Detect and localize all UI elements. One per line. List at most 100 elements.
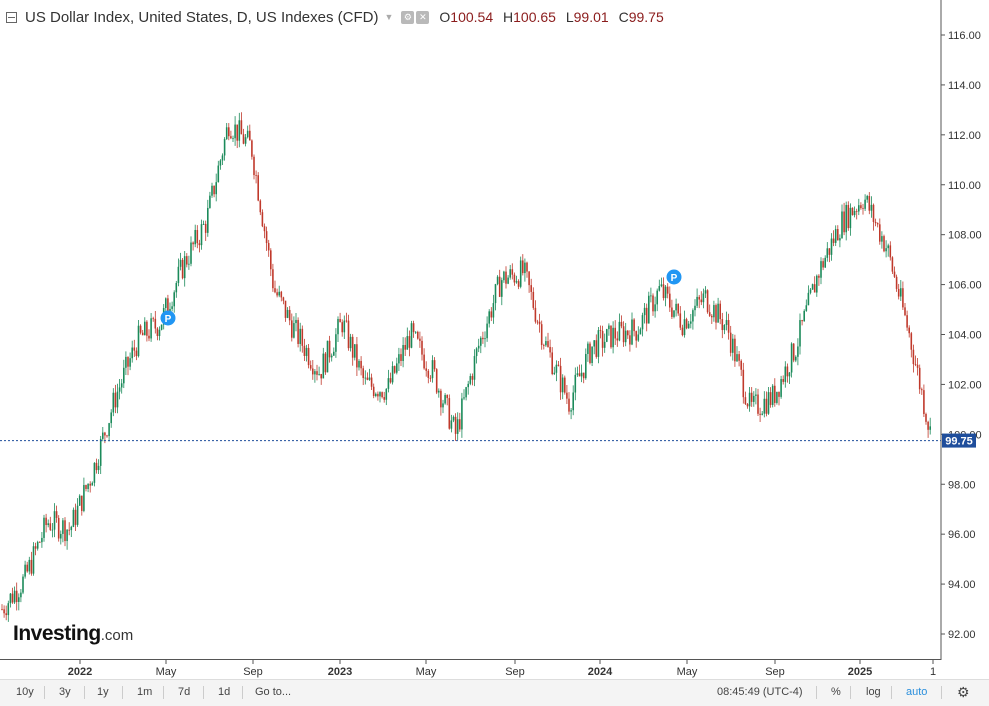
candle-body — [622, 326, 625, 343]
candle-body — [93, 462, 96, 483]
candle-body — [18, 597, 20, 602]
candle-body — [135, 350, 138, 357]
candle-body — [589, 343, 591, 364]
candle-body — [438, 390, 440, 393]
candle-body — [349, 336, 352, 349]
candle-body — [39, 541, 41, 543]
candle-body — [242, 134, 245, 144]
candle-body — [144, 321, 146, 336]
candle-body — [364, 377, 367, 379]
candle-body — [402, 344, 404, 361]
candle-body — [337, 319, 339, 335]
goto-button[interactable]: Go to... — [255, 686, 292, 698]
close-icon[interactable]: ✕ — [416, 10, 430, 24]
period-1m-button[interactable]: 1m — [137, 686, 153, 698]
period-3y-button[interactable]: 3y — [59, 686, 71, 698]
candle-body — [284, 300, 287, 318]
settings-icon[interactable]: ⚙ — [401, 10, 415, 24]
candle-body — [171, 306, 173, 309]
candle-body — [515, 281, 518, 283]
period-7d-button[interactable]: 7d — [178, 686, 191, 698]
candle-body — [473, 356, 476, 380]
candle-body — [45, 517, 47, 526]
candle-body — [240, 120, 243, 135]
candle-body — [316, 371, 318, 375]
period-1y-button[interactable]: 1y — [97, 686, 109, 698]
candle-body — [330, 355, 333, 358]
candle-body — [910, 333, 913, 350]
candle-body — [809, 289, 812, 293]
candle-body — [207, 207, 209, 233]
candle-body — [618, 321, 621, 341]
candle-body — [125, 356, 127, 368]
candle-body — [257, 175, 259, 201]
candle-body — [883, 236, 885, 252]
candle-body — [879, 224, 881, 242]
candle-body — [480, 337, 482, 346]
candle-body — [553, 372, 556, 375]
candle-body — [664, 286, 667, 299]
candle-body — [561, 377, 564, 393]
candle-body — [545, 341, 547, 346]
candle-body — [156, 328, 159, 337]
candle-body — [633, 319, 635, 332]
candle-body — [9, 593, 12, 604]
event-marker[interactable] — [666, 269, 682, 285]
candle-body — [606, 329, 608, 342]
log-scale-button[interactable]: log — [866, 686, 881, 698]
candle-body — [677, 303, 679, 314]
clock-readout: 08:45:49 (UTC-4) — [717, 686, 803, 698]
y-tick-label: 106.00 — [948, 280, 982, 292]
candle-body — [538, 321, 541, 325]
candle-body — [215, 182, 217, 195]
event-marker-label: P — [671, 273, 678, 284]
x-tick-label: May — [416, 666, 437, 678]
dropdown-caret-icon[interactable]: ▼ — [384, 12, 394, 22]
candle-body — [442, 403, 444, 408]
candle-body — [643, 307, 646, 316]
candle-body — [721, 319, 724, 331]
candle-body — [253, 156, 255, 176]
candle-body — [866, 195, 868, 200]
y-tick-label: 96.00 — [948, 529, 976, 541]
candle-body — [360, 360, 362, 369]
candle-body — [95, 462, 98, 471]
candle-body — [368, 377, 371, 380]
collapse-legend-icon[interactable] — [6, 11, 17, 23]
event-marker[interactable] — [160, 310, 176, 326]
candle-body — [11, 593, 14, 603]
candle-body — [414, 331, 417, 333]
candle-body — [627, 330, 629, 336]
candle-body — [461, 398, 463, 430]
y-tick-label: 92.00 — [948, 629, 976, 641]
candle-body — [396, 363, 398, 373]
candle-body — [818, 275, 820, 278]
candle-body — [307, 347, 310, 366]
candle-body — [76, 505, 79, 525]
candle-body — [776, 391, 778, 403]
candle-body — [444, 395, 446, 404]
candle-body — [839, 238, 841, 241]
candle-body — [198, 243, 201, 246]
candle-body — [620, 321, 623, 327]
candle-body — [801, 320, 803, 322]
candle-body — [881, 236, 883, 242]
candle-body — [356, 344, 358, 368]
auto-scale-button[interactable]: auto — [906, 686, 928, 698]
candle-body — [513, 274, 516, 283]
candle-body — [146, 321, 148, 336]
candle-body — [700, 299, 703, 303]
candle-body — [423, 354, 425, 369]
percent-scale-button[interactable]: % — [831, 686, 841, 698]
period-1d-button[interactable]: 1d — [218, 686, 231, 698]
candle-body — [534, 307, 537, 322]
candle-body — [427, 370, 430, 378]
period-10y-button[interactable]: 10y — [16, 686, 34, 698]
gear-icon[interactable]: ⚙ — [957, 684, 970, 700]
candle-body — [179, 259, 182, 267]
candle-body — [828, 248, 831, 255]
candle-body — [192, 242, 194, 245]
candle-body — [291, 320, 293, 338]
candle-body — [60, 533, 62, 539]
